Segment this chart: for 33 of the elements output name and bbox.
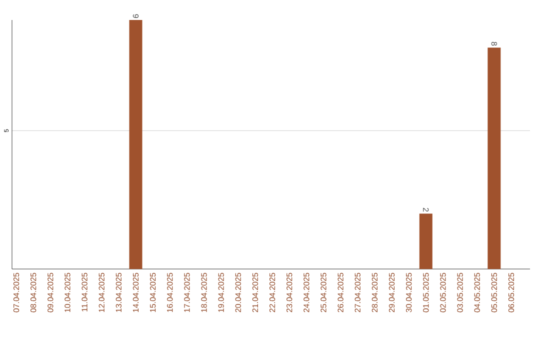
x-tick-label: 12.04.2025 (98, 272, 104, 312)
x-tick-label: 23.04.2025 (286, 272, 292, 312)
x-tick-label: 27.04.2025 (354, 272, 360, 312)
x-tick-label: 29.04.2025 (388, 272, 395, 312)
x-tick-label: 15.04.2025 (150, 272, 156, 312)
x-tick-label: 16.04.2025 (167, 272, 173, 312)
data-label: 8 (491, 42, 497, 46)
x-tick-label: 02.05.2025 (440, 272, 446, 312)
x-tick-label: 03.05.2025 (457, 272, 463, 312)
x-tick-label: 13.04.2025 (116, 272, 122, 312)
x-tick-label: 05.05.2025 (491, 272, 497, 312)
x-tick-label: 21.04.2025 (252, 272, 258, 312)
data-label: 2 (423, 208, 429, 212)
x-tick-label: 14.04.2025 (132, 272, 139, 312)
x-tick-label: 19.04.2025 (218, 272, 224, 312)
x-tick-label: 24.04.2025 (304, 272, 310, 312)
x-tick-label: 18.04.2025 (201, 272, 207, 312)
x-tick-label: 20.04.2025 (235, 272, 241, 312)
x-tick-label: 25.04.2025 (320, 272, 326, 312)
x-tick-label: 11.04.2025 (82, 272, 88, 312)
x-tick-label: 04.05.2025 (474, 272, 480, 312)
x-tick-label: 28.04.2025 (372, 272, 378, 312)
x-tick-label: 09.04.2025 (48, 272, 54, 312)
x-tick-label: 10.04.2025 (64, 272, 70, 312)
x-tick-label: 01.05.2025 (423, 272, 429, 312)
x-tick-label: 26.04.2025 (338, 272, 344, 312)
x-tick-label: 08.04.2025 (30, 272, 36, 312)
x-tick-label: 22.04.2025 (269, 272, 276, 312)
x-tick-label: 07.04.2025 (13, 272, 20, 312)
x-tick-label: 06.05.2025 (508, 272, 514, 312)
x-tick-label: 17.04.2025 (184, 272, 190, 312)
x-tick-label: 30.04.2025 (406, 272, 412, 312)
data-label: 9 (132, 14, 139, 18)
